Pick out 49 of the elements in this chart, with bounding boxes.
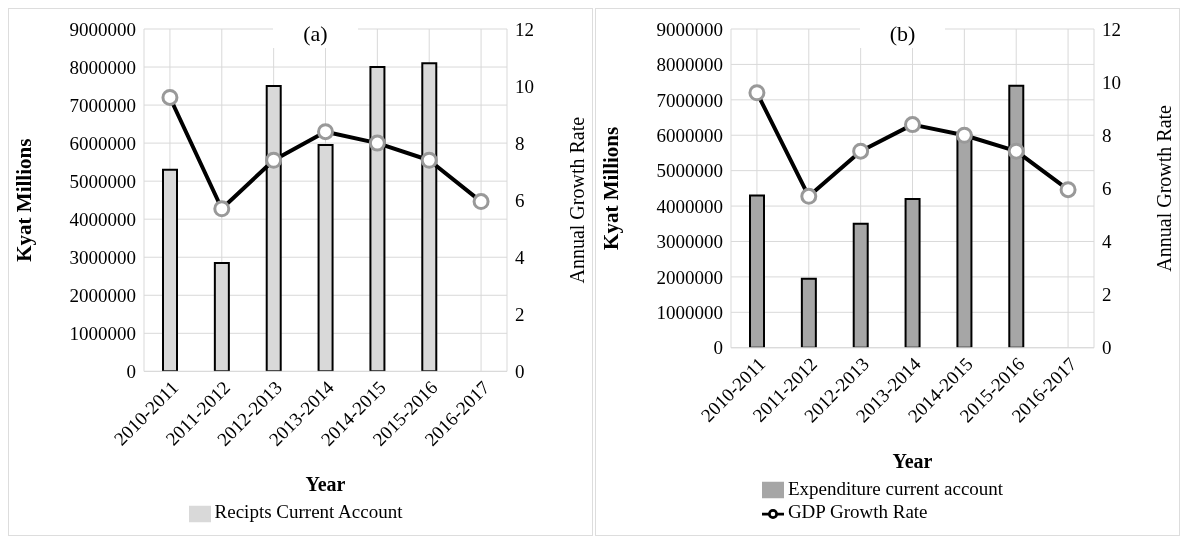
y2-tick-label: 8	[1102, 124, 1112, 146]
y-tick-label: 8000000	[69, 56, 136, 78]
x-axis-title: Year	[305, 473, 346, 496]
y-tick-label: 9000000	[69, 18, 136, 40]
bar	[904, 197, 921, 348]
y-tick-label: 6000000	[69, 132, 136, 154]
y-tick-label: 7000000	[656, 89, 723, 111]
y-tick-label: 3000000	[69, 246, 136, 268]
x-axis-title: Year	[892, 449, 933, 472]
y-tick-label: 5000000	[656, 160, 723, 182]
y2-tick-label: 12	[1102, 18, 1121, 40]
y-tick-label: 6000000	[656, 124, 723, 146]
y-tick-label: 4000000	[69, 208, 136, 230]
bar	[800, 277, 817, 348]
y-tick-label: 0	[126, 361, 136, 383]
y-tick-label: 8000000	[656, 54, 723, 76]
y2-tick-label: 10	[515, 75, 534, 97]
y-tick-label: 2000000	[656, 266, 723, 288]
y2-tick-label: 0	[1102, 337, 1112, 359]
legend-label: GDP Growth Rate	[787, 501, 928, 523]
y2-tick-label: 2	[1102, 284, 1112, 306]
bar	[852, 222, 869, 348]
y-tick-label: 4000000	[656, 195, 723, 217]
y2-axis-title: Annual Growth Rate	[566, 116, 589, 284]
chart-title: (b)	[859, 19, 946, 48]
y2-tick-label: 0	[515, 361, 525, 383]
y-tick-label: 9000000	[656, 18, 723, 40]
y-axis-title: Kyat Millions	[599, 126, 624, 250]
y2-tick-label: 4	[1102, 231, 1112, 253]
y-tick-label: 7000000	[69, 94, 136, 116]
y-tick-label: 0	[713, 337, 723, 359]
y-axis-title: Kyat Millions	[12, 138, 37, 262]
legend-label: Expenditure current account	[787, 477, 1004, 499]
y2-tick-label: 12	[515, 18, 534, 40]
y2-tick-label: 8	[515, 132, 525, 154]
y2-tick-label: 6	[515, 189, 525, 211]
y2-tick-label: 6	[1102, 178, 1112, 200]
legend-label: Recipts Current Account	[214, 501, 403, 523]
y-tick-label: 1000000	[69, 323, 136, 345]
y2-tick-label: 4	[515, 246, 525, 268]
y-tick-label: 3000000	[656, 231, 723, 253]
y2-tick-label: 2	[515, 304, 525, 326]
y2-tick-label: 10	[1102, 71, 1121, 93]
y-tick-label: 2000000	[69, 285, 136, 307]
y2-axis-title: Annual Growth Rate	[1153, 104, 1176, 272]
bar	[749, 194, 765, 348]
y-tick-label: 5000000	[69, 170, 136, 192]
chart-title: (a)	[273, 19, 358, 48]
y-tick-label: 1000000	[656, 302, 723, 324]
